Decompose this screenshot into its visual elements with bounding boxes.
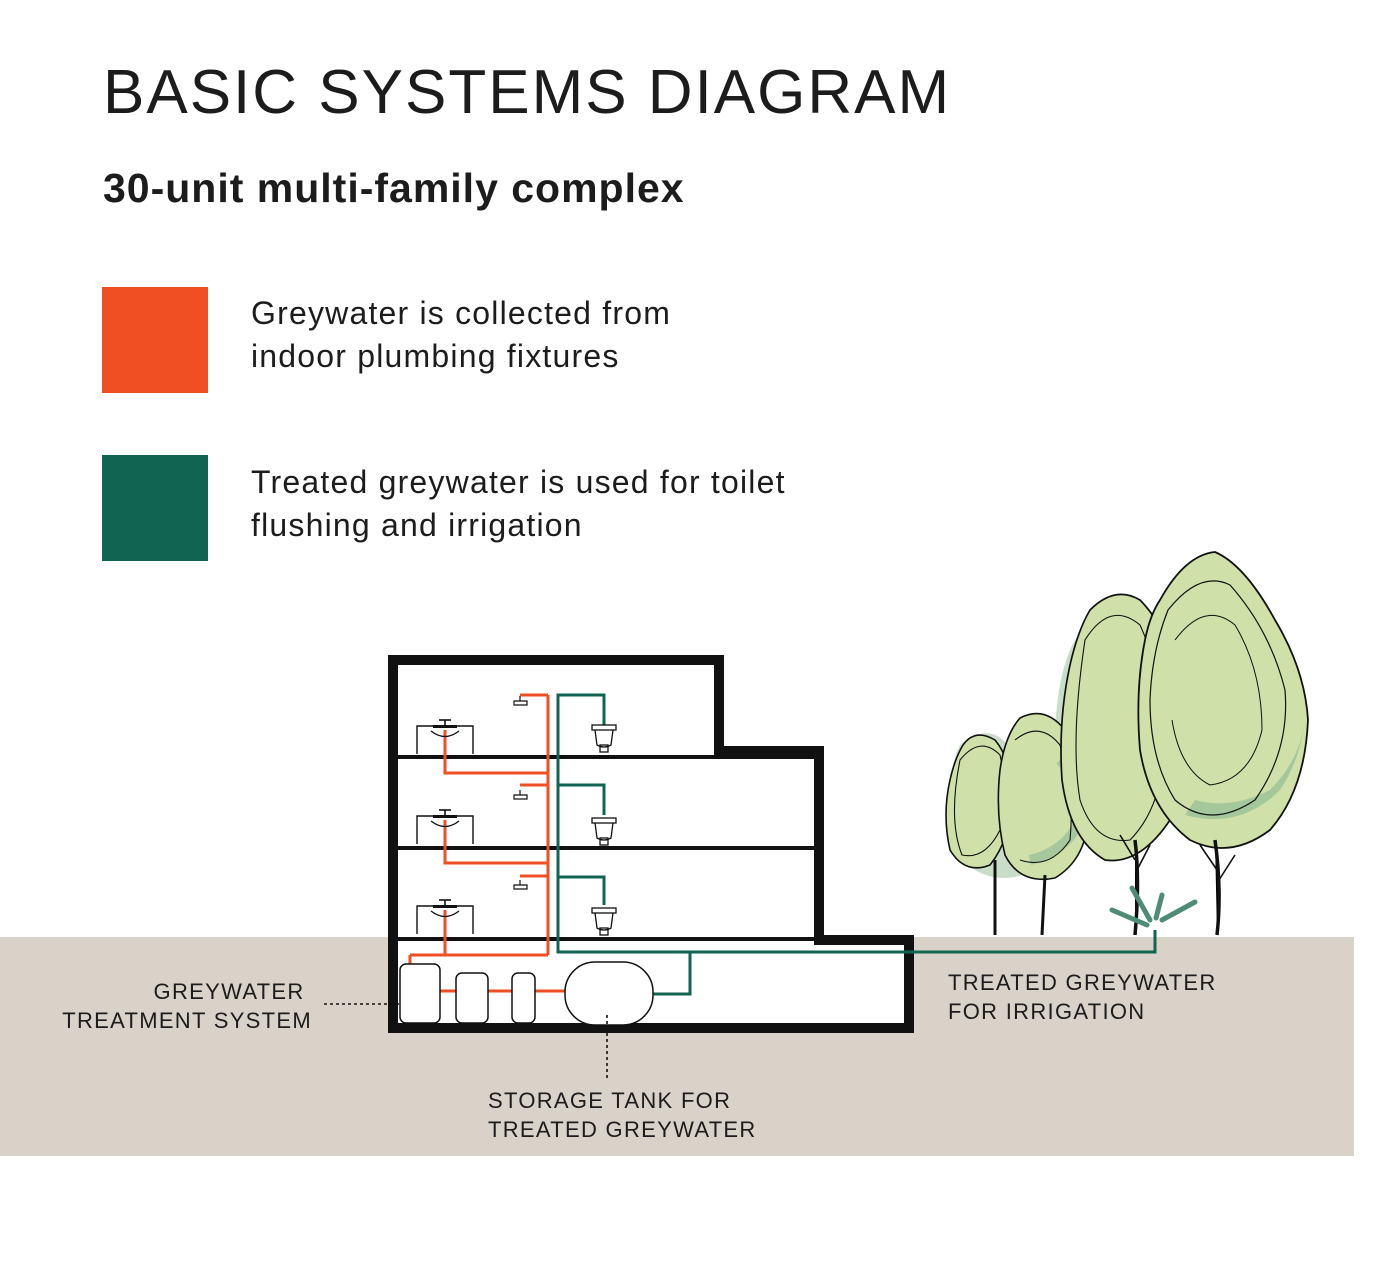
page-title: BASIC SYSTEMS DIAGRAM <box>103 58 952 127</box>
tree-icon <box>945 551 1309 936</box>
irrigation-label: TREATED GREYWATER FOR IRRIGATION <box>948 970 1224 1024</box>
legend-swatch-greywater <box>102 287 208 393</box>
legend-line: Greywater is collected from <box>251 295 672 331</box>
sprinkler-icon <box>1109 885 1198 928</box>
page-subtitle: 30-unit multi-family complex <box>103 165 685 211</box>
irrigation-label-line: FOR IRRIGATION <box>948 999 1145 1024</box>
storage-label-line: STORAGE TANK FOR <box>488 1088 731 1113</box>
building-section <box>388 655 914 1033</box>
legend-text-greywater: Greywater is collected from indoor plumb… <box>251 292 951 378</box>
treatment-label-line: TREATMENT SYSTEM <box>62 1008 312 1033</box>
treatment-label-line: GREYWATER <box>154 979 305 1004</box>
treatment-tanks <box>399 963 536 1024</box>
legend-swatch-treated <box>102 455 208 561</box>
legend-text-treated: Treated greywater is used for toilet flu… <box>251 461 951 547</box>
storage-label: STORAGE TANK FOR TREATED GREYWATER <box>488 1088 757 1142</box>
treatment-label: GREYWATER TREATMENT SYSTEM <box>62 979 312 1033</box>
storage-label-line: TREATED GREYWATER <box>488 1117 757 1142</box>
greywater-piping <box>408 693 565 993</box>
legend-line: flushing and irrigation <box>251 507 583 543</box>
irrigation-label-line: TREATED GREYWATER <box>948 970 1217 995</box>
storage-tank <box>564 961 654 1026</box>
legend-line: indoor plumbing fixtures <box>251 338 620 374</box>
legend-line: Treated greywater is used for toilet <box>251 464 786 500</box>
treated-piping <box>556 693 1157 996</box>
